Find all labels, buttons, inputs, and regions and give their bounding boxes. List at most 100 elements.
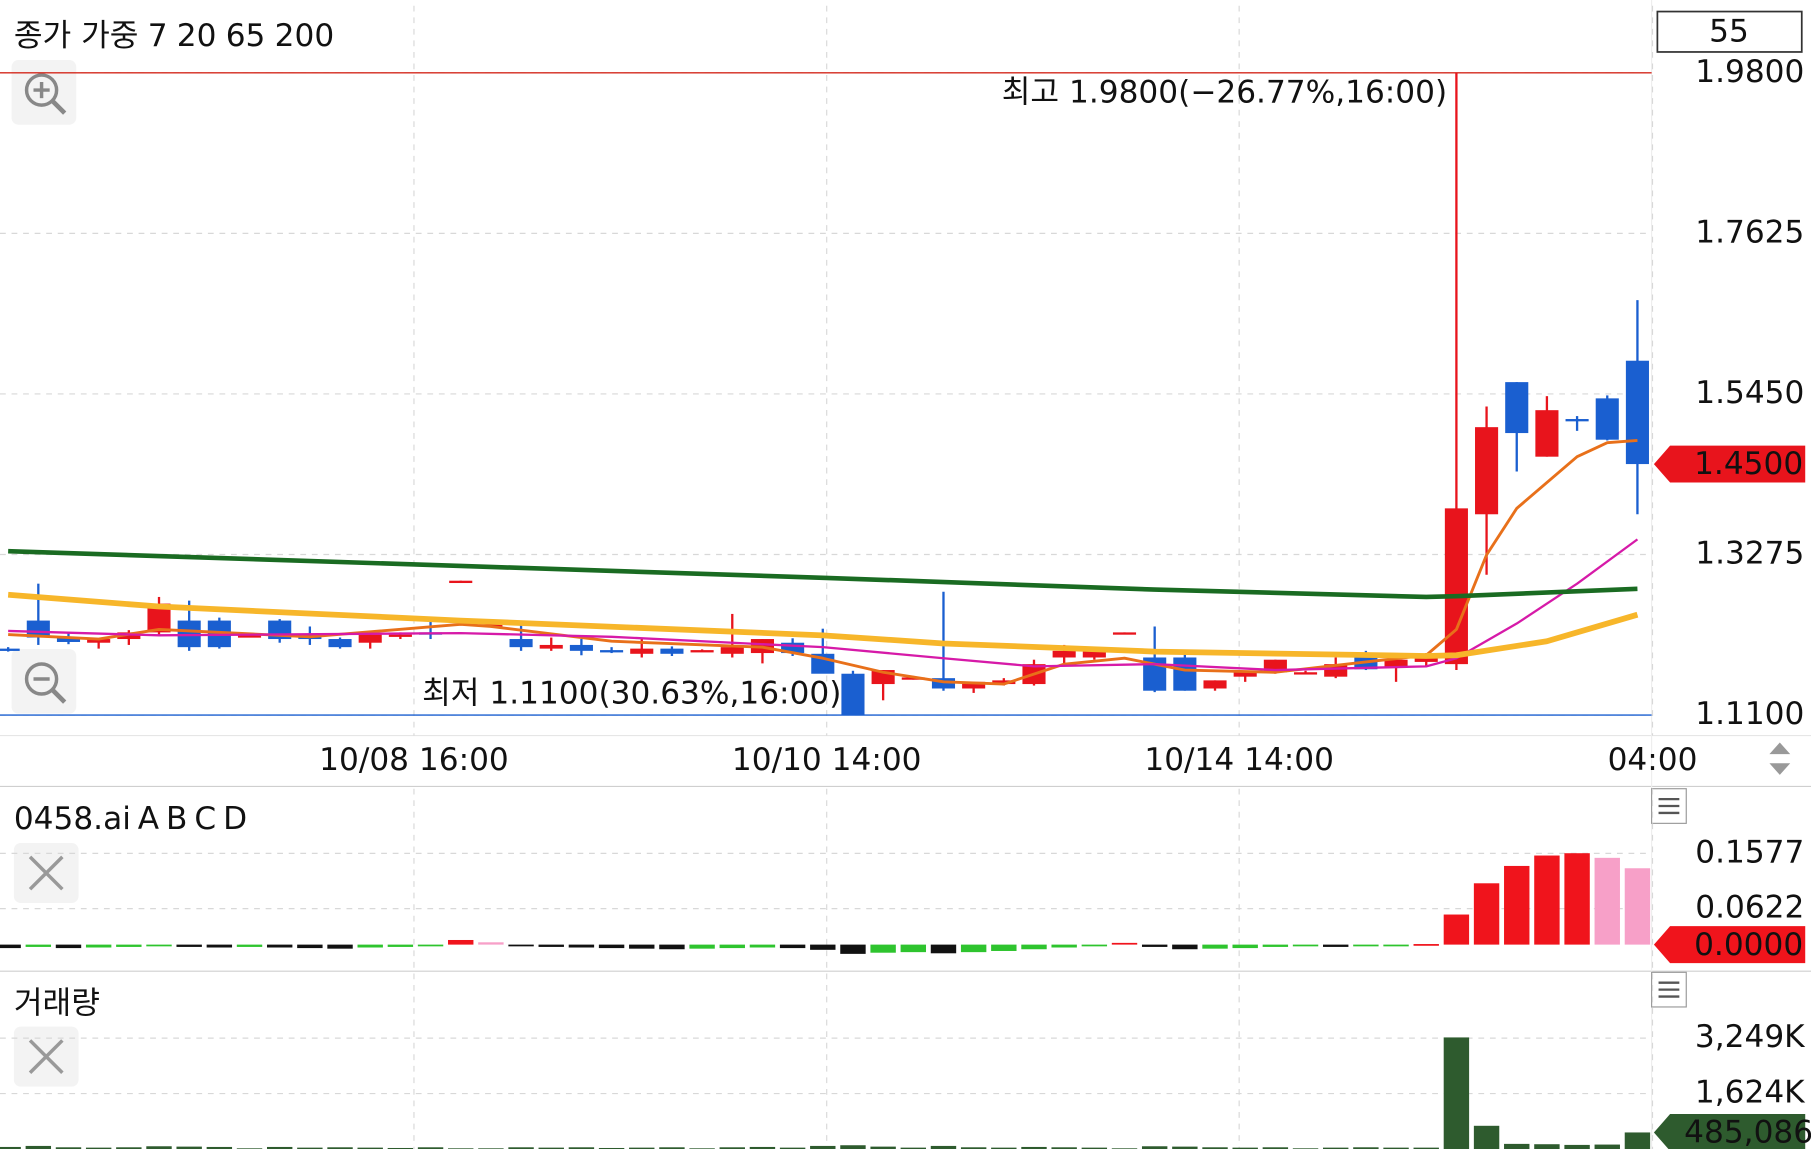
- y-tick-label: 1.3275: [1695, 536, 1804, 572]
- last-value-tag: [1653, 1113, 1806, 1149]
- candle-body: [569, 644, 593, 651]
- candle-body: [992, 680, 1016, 685]
- oscillator-bar: [1413, 944, 1439, 946]
- menu-button[interactable]: [1651, 971, 1687, 1008]
- volume-bar: [116, 1147, 142, 1149]
- candle-body: [509, 639, 533, 648]
- oscillator-bar: [1172, 944, 1198, 950]
- volume-bar: [1594, 1144, 1620, 1149]
- candle-body: [690, 650, 714, 653]
- oscillator-bar: [840, 944, 866, 954]
- candle-body: [1203, 680, 1227, 689]
- oscillator-bar: [327, 944, 353, 949]
- candle-body: [147, 603, 171, 633]
- legend-text: 7: [148, 18, 168, 54]
- volume-bar: [85, 1147, 112, 1149]
- candle-body: [1625, 360, 1649, 465]
- y-tick-label: 1,624K: [1695, 1075, 1806, 1111]
- candle-body: [1444, 508, 1468, 665]
- oscillator-bar: [598, 944, 625, 949]
- oscillator-bar: [1111, 942, 1138, 945]
- oscillator-bar: [146, 944, 172, 947]
- volume-bar: [719, 1147, 745, 1149]
- candle-body: [962, 681, 986, 689]
- candle-body: [781, 642, 805, 654]
- scroll-arrows[interactable]: [1769, 742, 1791, 775]
- oscillator-bar: [810, 944, 836, 950]
- ma-line: [8, 538, 1639, 672]
- oscillator-bar: [417, 944, 444, 947]
- volume-bar: [749, 1146, 776, 1149]
- candle-body: [600, 650, 624, 653]
- last-value-tag: [1653, 445, 1806, 483]
- volume-bar: [206, 1146, 233, 1149]
- ma-line: [7, 591, 1639, 659]
- legend-text: 65: [226, 18, 266, 54]
- candle-body: [1173, 657, 1197, 691]
- oscillator-bar: [85, 944, 112, 948]
- menu-button[interactable]: [1651, 788, 1687, 824]
- candle-body: [931, 678, 956, 689]
- volume-bar: [659, 1147, 685, 1149]
- panel-title: 거래량: [14, 986, 100, 1022]
- volume-bar: [146, 1146, 172, 1149]
- oscillator-bar: [1202, 944, 1228, 949]
- zoom-in[interactable]: [11, 60, 77, 125]
- candle-body: [1233, 672, 1257, 677]
- volume-bar: [1534, 1144, 1560, 1149]
- oscillator-bar: [1353, 944, 1379, 947]
- volume-bar: [1443, 1037, 1470, 1149]
- volume-bar: [1051, 1147, 1077, 1149]
- x-tick-label: 10/10 14:00: [732, 742, 922, 778]
- oscillator-bar: [1262, 944, 1289, 947]
- oscillator-bar: [1504, 865, 1530, 945]
- candle-body: [1052, 650, 1076, 658]
- zoom-out[interactable]: [11, 648, 77, 714]
- count-box[interactable]: [1656, 10, 1803, 53]
- oscillator-bar: [1564, 853, 1590, 945]
- candle-body: [87, 639, 111, 643]
- oscillator-bar: [1383, 944, 1409, 947]
- volume-bar: [1081, 1147, 1108, 1149]
- close-indicator[interactable]: [13, 842, 79, 904]
- candle-body: [237, 635, 262, 638]
- candle-body: [0, 648, 20, 651]
- oscillator-bar: [0, 944, 21, 949]
- volume-bar: [0, 1146, 21, 1149]
- oscillator-bar: [629, 944, 655, 949]
- volume-bar: [25, 1145, 52, 1149]
- candle-body: [539, 644, 563, 649]
- volume-bar: [598, 1147, 625, 1149]
- oscillator-bar: [478, 942, 504, 945]
- y-tick-label: 1.9800: [1695, 54, 1804, 90]
- volume-bar: [629, 1147, 655, 1149]
- volume-bar: [840, 1145, 866, 1149]
- candle-body: [328, 639, 352, 648]
- close-volume[interactable]: [13, 1026, 79, 1087]
- candle-body: [117, 632, 141, 640]
- candle-body: [1112, 632, 1137, 635]
- oscillator-bar: [1534, 855, 1560, 945]
- last-value-tag: [1653, 926, 1806, 964]
- volume-bar: [1473, 1125, 1500, 1149]
- legend-text: C: [194, 801, 216, 837]
- volume-bar: [870, 1146, 896, 1149]
- oscillator-bar: [1292, 944, 1319, 947]
- volume-bar: [1172, 1146, 1198, 1149]
- x-tick-label: 10/14 14:00: [1144, 742, 1334, 778]
- oscillator-bar: [206, 944, 233, 948]
- legend-text: 0458.ai: [14, 801, 131, 837]
- volume-bar: [1202, 1147, 1228, 1149]
- volume-bar: [991, 1147, 1017, 1149]
- oscillator-bar: [1141, 944, 1168, 947]
- legend-text: 20: [177, 18, 217, 54]
- oscillator-bar: [900, 944, 927, 953]
- volume-bar: [1021, 1146, 1047, 1149]
- legend-text: 종가 가중: [14, 18, 139, 54]
- ma-line: [8, 548, 1638, 600]
- oscillator-bar: [508, 944, 534, 947]
- volume-bar: [1383, 1147, 1409, 1149]
- y-tick-label: 3,249K: [1695, 1019, 1806, 1055]
- oscillator-bar: [1051, 944, 1077, 948]
